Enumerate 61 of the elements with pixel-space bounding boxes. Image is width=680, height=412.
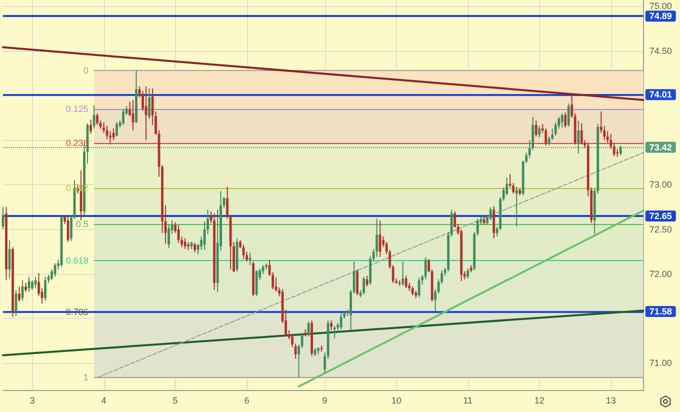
candlestick bbox=[31, 280, 34, 291]
x-tick-label: 3 bbox=[30, 396, 35, 406]
ref-line-label: 73.42 bbox=[649, 142, 672, 152]
candlestick bbox=[580, 122, 583, 146]
candlestick bbox=[567, 103, 570, 128]
candlestick bbox=[515, 186, 518, 228]
x-tick-label: 4 bbox=[101, 396, 106, 406]
y2-tick-label: 0.618 bbox=[66, 255, 88, 266]
candlestick bbox=[194, 242, 196, 254]
candlestick bbox=[148, 88, 150, 120]
candlestick bbox=[18, 286, 20, 302]
candlestick bbox=[378, 220, 382, 258]
candlestick bbox=[577, 120, 580, 154]
candlestick bbox=[116, 122, 118, 138]
candlestick bbox=[402, 260, 404, 286]
y-tick-label: 73.00 bbox=[649, 180, 672, 190]
candlestick bbox=[366, 275, 368, 287]
candlestick bbox=[340, 312, 342, 330]
ref-line-label: 72.65 bbox=[649, 210, 672, 221]
candlestick bbox=[307, 320, 310, 337]
candlestick bbox=[418, 277, 420, 298]
y-tick-label: 71.00 bbox=[649, 358, 672, 368]
candlestick bbox=[538, 125, 541, 138]
candlestick bbox=[90, 119, 92, 134]
ref-line-label: 74.01 bbox=[649, 90, 672, 100]
candlestick bbox=[168, 224, 170, 249]
y-tick-label: 75.00 bbox=[649, 1, 672, 12]
x-tick-label: 13 bbox=[606, 396, 616, 406]
candlestick bbox=[362, 276, 366, 296]
candlestick bbox=[96, 112, 98, 126]
candlestick bbox=[333, 325, 336, 339]
y-tick-label: 74.50 bbox=[649, 46, 672, 56]
x-tick-label: 9 bbox=[322, 396, 328, 406]
y2-tick-label: 0 bbox=[83, 66, 88, 76]
candlestick bbox=[560, 112, 564, 128]
x-tick-label: 10 bbox=[391, 396, 402, 406]
ref-line-label: 74.89 bbox=[649, 11, 672, 22]
x-tick-label: 11 bbox=[463, 396, 473, 406]
candlestick bbox=[44, 276, 46, 302]
y2-tick-label: 0.5 bbox=[76, 219, 88, 230]
candlestick bbox=[330, 320, 333, 331]
candlestick bbox=[489, 206, 492, 221]
candlestick bbox=[534, 120, 538, 138]
y-tick-label: 72.50 bbox=[649, 224, 672, 234]
candlestick bbox=[376, 218, 378, 258]
candlestick bbox=[544, 128, 548, 146]
candlestick bbox=[356, 269, 359, 296]
candlestick bbox=[122, 108, 124, 126]
y2-tick-label: 1 bbox=[83, 372, 88, 383]
candlestick bbox=[492, 206, 496, 239]
candlestick bbox=[564, 112, 567, 128]
candlestick bbox=[255, 270, 258, 297]
candlestick bbox=[404, 275, 408, 289]
ref-line-label: 71.58 bbox=[649, 306, 672, 316]
candlestick bbox=[619, 144, 622, 156]
x-tick-label: 5 bbox=[172, 396, 178, 406]
x-tick-label: 6 bbox=[244, 396, 250, 406]
x-tick-label: 12 bbox=[534, 396, 544, 406]
y2-tick-label: 0.125 bbox=[66, 104, 88, 114]
y-tick-label: 72.00 bbox=[649, 268, 672, 279]
candlestick bbox=[466, 268, 470, 279]
